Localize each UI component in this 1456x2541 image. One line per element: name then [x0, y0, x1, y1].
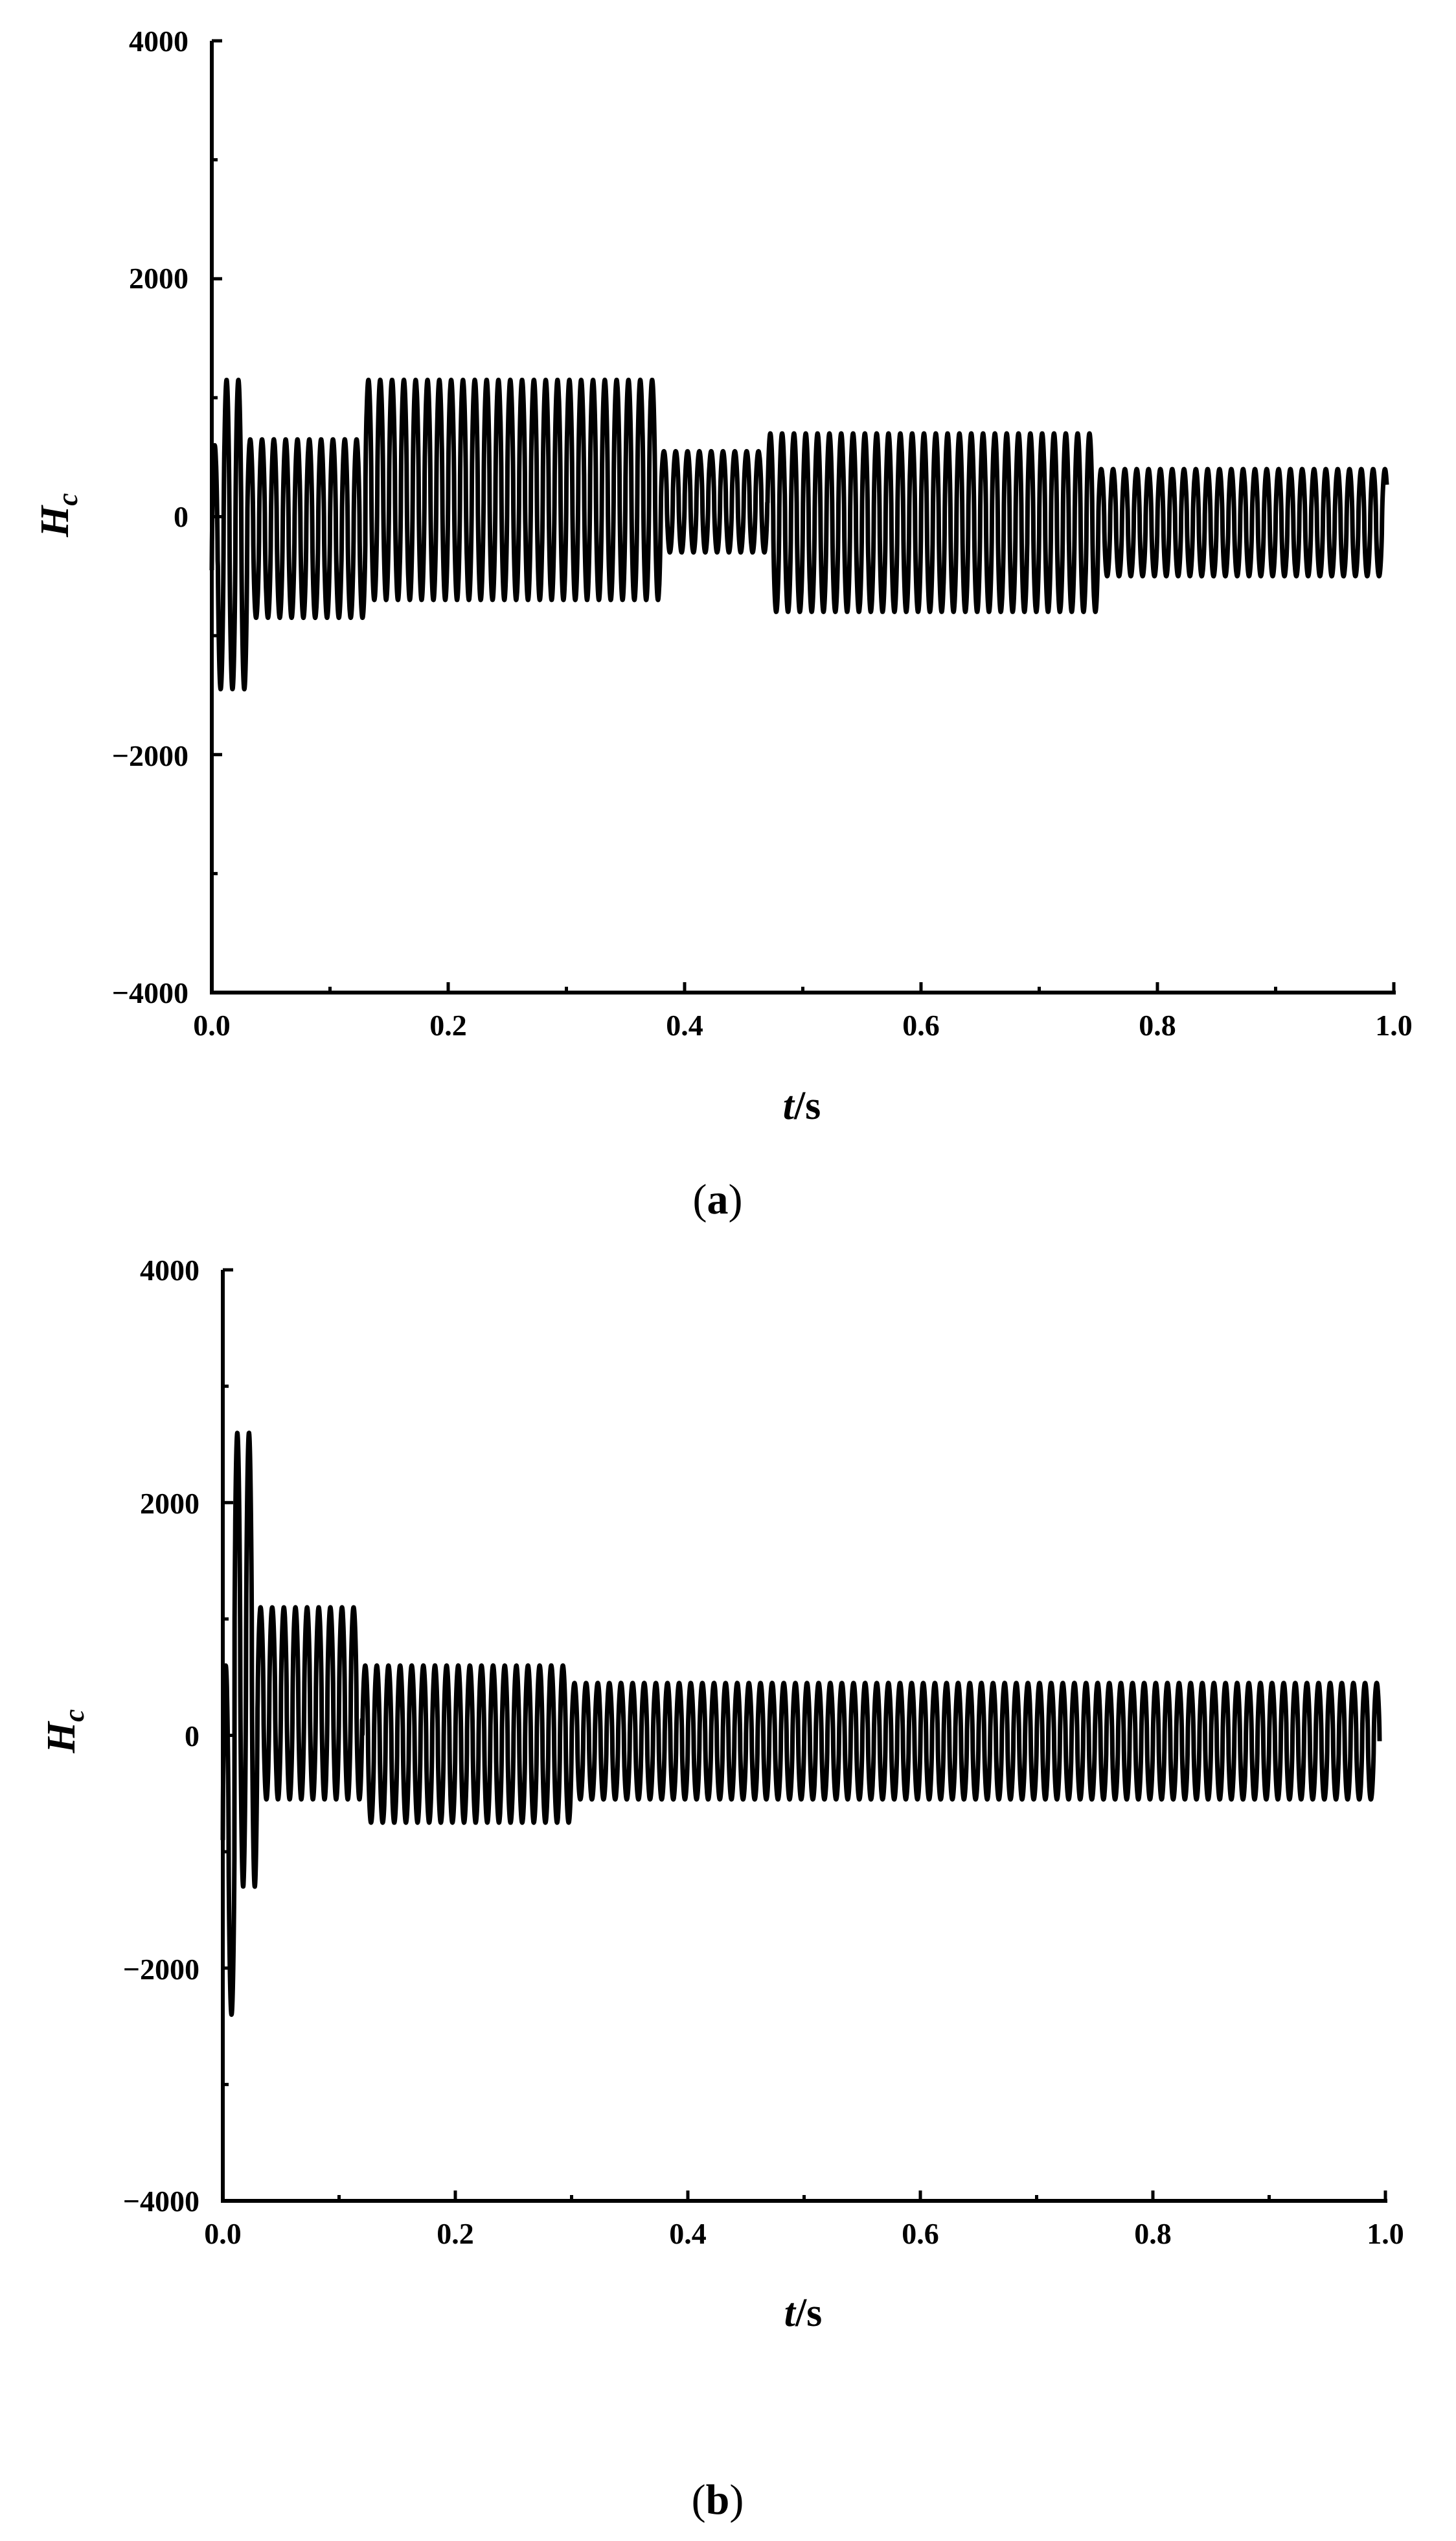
- panel-caption-b: (b): [692, 2476, 744, 2524]
- x-tick-label: 0.8: [1134, 2217, 1172, 2250]
- x-tick-label: 0.0: [204, 2217, 242, 2250]
- chart-panel-a: 4000 2000 0 −2000 −4000 0.0 0.2 0.4 0.6 …: [33, 25, 1413, 1223]
- x-tick-label: 0.4: [669, 2217, 707, 2250]
- y-tick-label: 4000: [140, 1254, 199, 1287]
- y-axis-title-a: Hc: [33, 493, 84, 538]
- x-ticks-b: [221, 2190, 1387, 2201]
- y-tick-label: 0: [174, 500, 188, 533]
- x-tick-label: 0.4: [666, 1009, 703, 1042]
- y-tick-label: 2000: [140, 1487, 199, 1520]
- x-axis-title-b: t/s: [784, 2291, 823, 2335]
- y-tick-label: 2000: [129, 262, 188, 295]
- y-tick-label: 0: [185, 1719, 199, 1753]
- y-tick-label: −4000: [112, 976, 188, 1009]
- y-tick-label: −2000: [112, 739, 188, 772]
- y-axis-title-b: Hc: [40, 1709, 90, 1754]
- panel-caption-a: (a): [693, 1176, 743, 1223]
- y-ticks-a: [212, 39, 222, 995]
- x-tick-label: 0.2: [437, 2217, 474, 2250]
- x-tick-label: 0.6: [902, 2217, 939, 2250]
- chart-panel-b: 4000 2000 0 −2000 −4000 0.0 0.2 0.4 0.6 …: [40, 1254, 1404, 2524]
- x-tick-label: 0.0: [193, 1009, 231, 1042]
- x-tick-label: 1.0: [1375, 1009, 1413, 1042]
- signal-line-b: [220, 1431, 1382, 2018]
- x-tick-label: 1.0: [1367, 2217, 1404, 2250]
- x-ticks-a: [210, 982, 1396, 993]
- y-ticks-b: [223, 1268, 233, 2203]
- x-tick-label: 0.2: [429, 1009, 467, 1042]
- x-tick-label: 0.8: [1139, 1009, 1176, 1042]
- y-tick-label: −2000: [123, 1953, 199, 1986]
- y-tick-label: 4000: [129, 25, 188, 58]
- x-tick-label: 0.6: [902, 1009, 940, 1042]
- y-tick-label: −4000: [123, 2185, 199, 2218]
- x-axis-title-a: t/s: [783, 1084, 821, 1128]
- signal-line-a: [209, 377, 1389, 692]
